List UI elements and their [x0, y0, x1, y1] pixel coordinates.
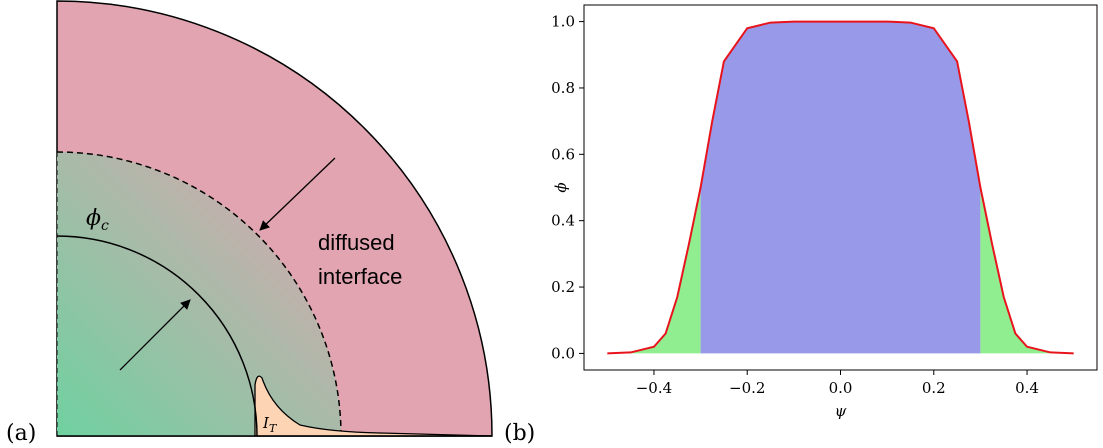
area-fill [980, 187, 1074, 354]
x-tick-label: 0.4 [1015, 379, 1039, 397]
x-tick-label: 0.0 [829, 379, 853, 397]
area-fill [607, 187, 701, 354]
tail-region [254, 375, 493, 437]
arrow [259, 157, 336, 231]
chart: −0.4 −0.2 0.0 0.2 0.4 0.0 0.2 0.4 0.6 0.8 1.0 ψ ϕ [551, 4, 1098, 420]
x-tick-label: −0.2 [729, 379, 765, 397]
y-tick-label: 0.4 [551, 212, 575, 230]
x-tick-label: −0.4 [636, 379, 672, 397]
x-tick-label: 0.2 [922, 379, 946, 397]
interface-label: interface [318, 264, 402, 289]
y-tick-label: 0.0 [551, 344, 575, 362]
y-tick-label: 0.6 [551, 145, 575, 163]
arrow [119, 299, 191, 371]
y-tick-label: 0.2 [551, 278, 575, 296]
panel-label: (b) [504, 421, 535, 446]
diagram: ϕc diffused interface IT (a) (b) [6, 0, 535, 446]
i-t-label: IT [262, 414, 278, 435]
inner-boundary [56, 235, 258, 437]
y-tick-label: 1.0 [551, 13, 575, 31]
dashed-boundary [56, 151, 342, 437]
panel-label: (a) [6, 421, 36, 446]
interface-label: diffused [318, 230, 395, 255]
x-axis-label: ψ [835, 402, 847, 420]
interface-region [57, 152, 341, 436]
phi-c-label: ϕc [86, 206, 109, 234]
line [607, 20, 1074, 355]
y-axis-label: ϕ [552, 182, 570, 192]
y-tick-label: 0.8 [551, 79, 575, 97]
area-fill [700, 21, 981, 354]
